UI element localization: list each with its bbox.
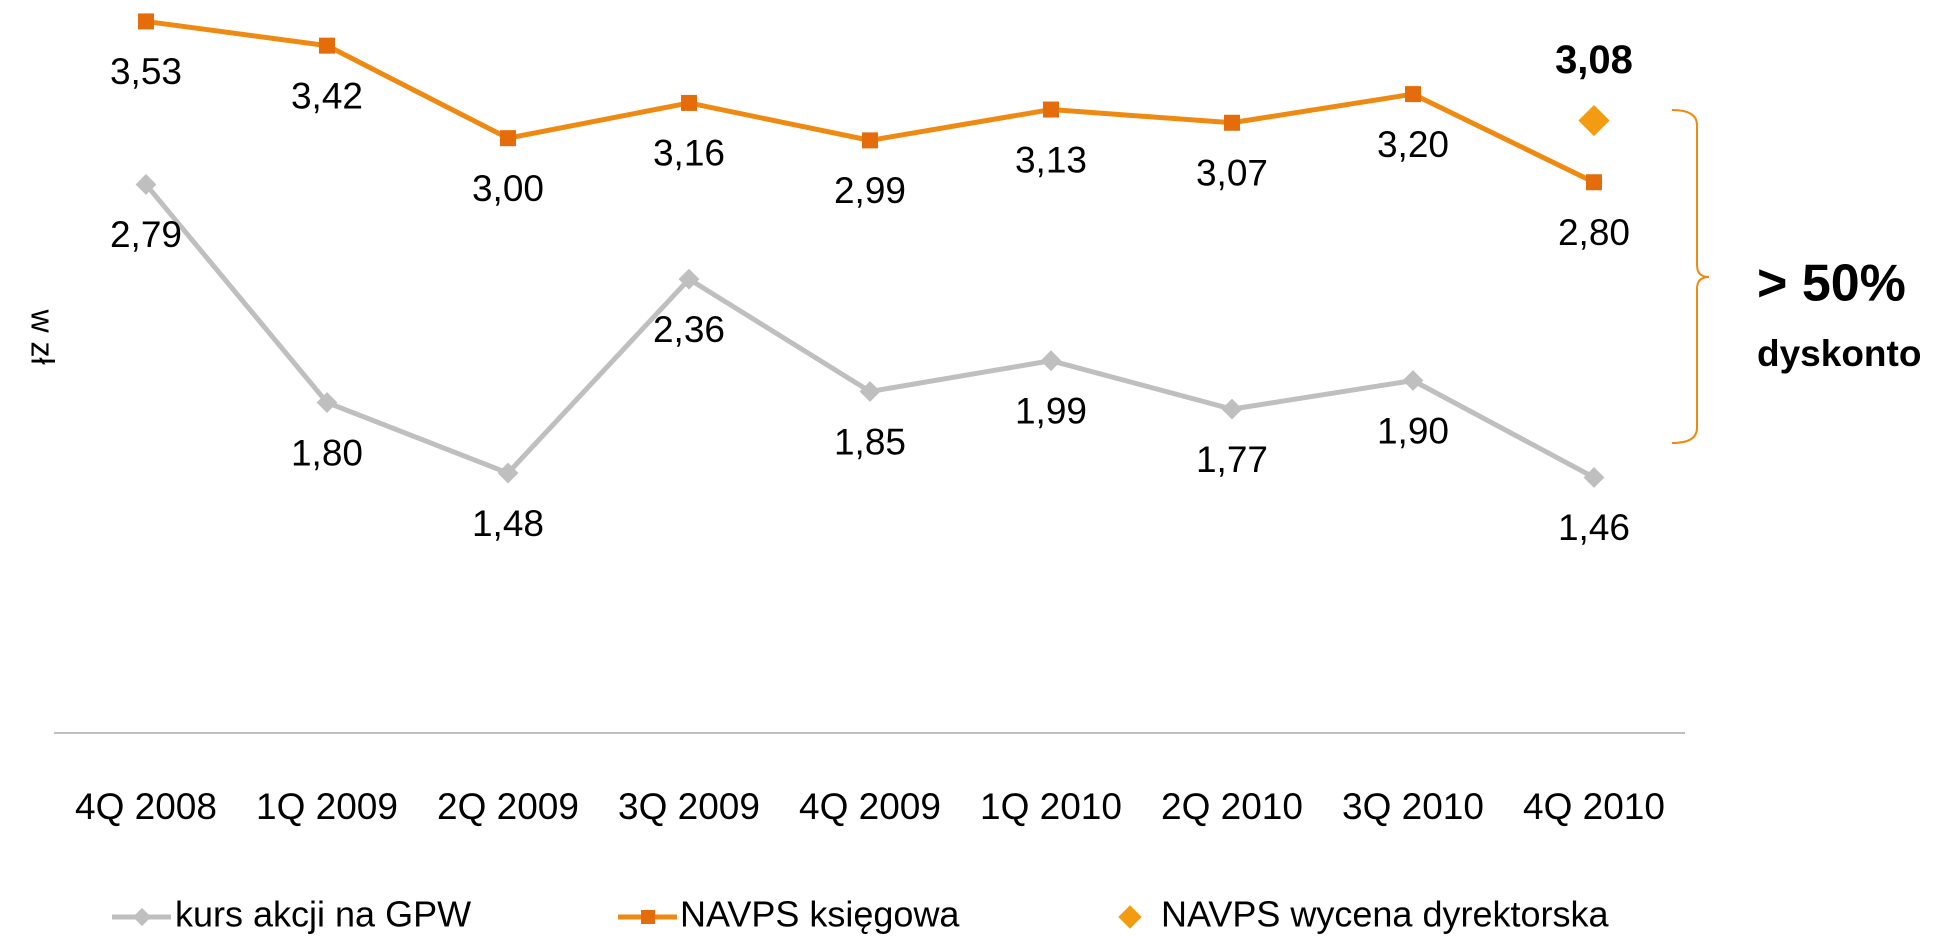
legend-marker — [1118, 905, 1142, 929]
data-point — [1578, 104, 1610, 137]
data-point — [1586, 174, 1602, 191]
data-label: 1,77 — [1196, 439, 1268, 480]
x-tick-label: 4Q 2010 — [1523, 786, 1665, 827]
x-tick-label: 2Q 2010 — [1161, 786, 1303, 827]
x-tick-label: 3Q 2009 — [618, 786, 760, 827]
data-label: 1,46 — [1558, 507, 1630, 548]
data-label: 1,99 — [1015, 390, 1087, 431]
data-label: 3,00 — [472, 168, 544, 209]
data-point — [319, 37, 335, 54]
data-label: 1,85 — [834, 421, 906, 462]
data-point — [1583, 467, 1605, 488]
data-label: 1,48 — [472, 503, 544, 544]
x-tick-label: 1Q 2009 — [256, 786, 398, 827]
data-label: 2,99 — [834, 170, 906, 211]
x-tick-label: 1Q 2010 — [980, 786, 1122, 827]
data-label: 1,80 — [291, 432, 363, 473]
data-point — [1040, 350, 1062, 372]
data-point — [862, 132, 878, 149]
data-point — [1043, 101, 1059, 118]
data-point — [138, 13, 154, 30]
data-label: 3,20 — [1377, 124, 1449, 165]
legend-marker — [132, 907, 152, 927]
annotation-title: > 50% — [1757, 255, 1906, 313]
data-label: 2,36 — [653, 309, 725, 350]
data-label: 3,08 — [1555, 38, 1633, 82]
x-tick-label: 2Q 2009 — [437, 786, 579, 827]
data-point — [497, 462, 519, 484]
data-label: 2,79 — [110, 214, 182, 255]
legend-label: NAVPS księgowa — [680, 894, 960, 935]
data-label: 3,07 — [1196, 153, 1268, 194]
data-label: 3,13 — [1015, 139, 1087, 180]
legend-label: NAVPS wycena dyrektorska — [1161, 894, 1609, 935]
data-label: 3,42 — [291, 75, 363, 116]
data-point — [135, 174, 157, 195]
data-point — [1405, 86, 1421, 103]
data-label: 2,80 — [1558, 212, 1630, 253]
data-point — [1224, 114, 1240, 131]
annotation-text: dyskonto — [1757, 333, 1921, 374]
data-label: 1,90 — [1377, 410, 1449, 451]
y-axis-label: w zł — [25, 308, 61, 364]
legend-marker — [641, 910, 655, 924]
data-point — [1402, 370, 1424, 391]
data-point — [681, 94, 697, 111]
data-point — [678, 268, 700, 290]
data-point — [500, 130, 516, 147]
data-label: 3,16 — [653, 133, 725, 174]
data-label: 3,53 — [110, 51, 182, 92]
data-point — [859, 381, 881, 402]
x-tick-label: 4Q 2009 — [799, 786, 941, 827]
data-point — [316, 392, 338, 413]
x-tick-label: 4Q 2008 — [75, 786, 217, 827]
bracket — [1671, 109, 1710, 444]
data-point — [1221, 398, 1243, 420]
legend-label: kurs akcji na GPW — [175, 894, 471, 935]
x-tick-label: 3Q 2010 — [1342, 786, 1484, 827]
